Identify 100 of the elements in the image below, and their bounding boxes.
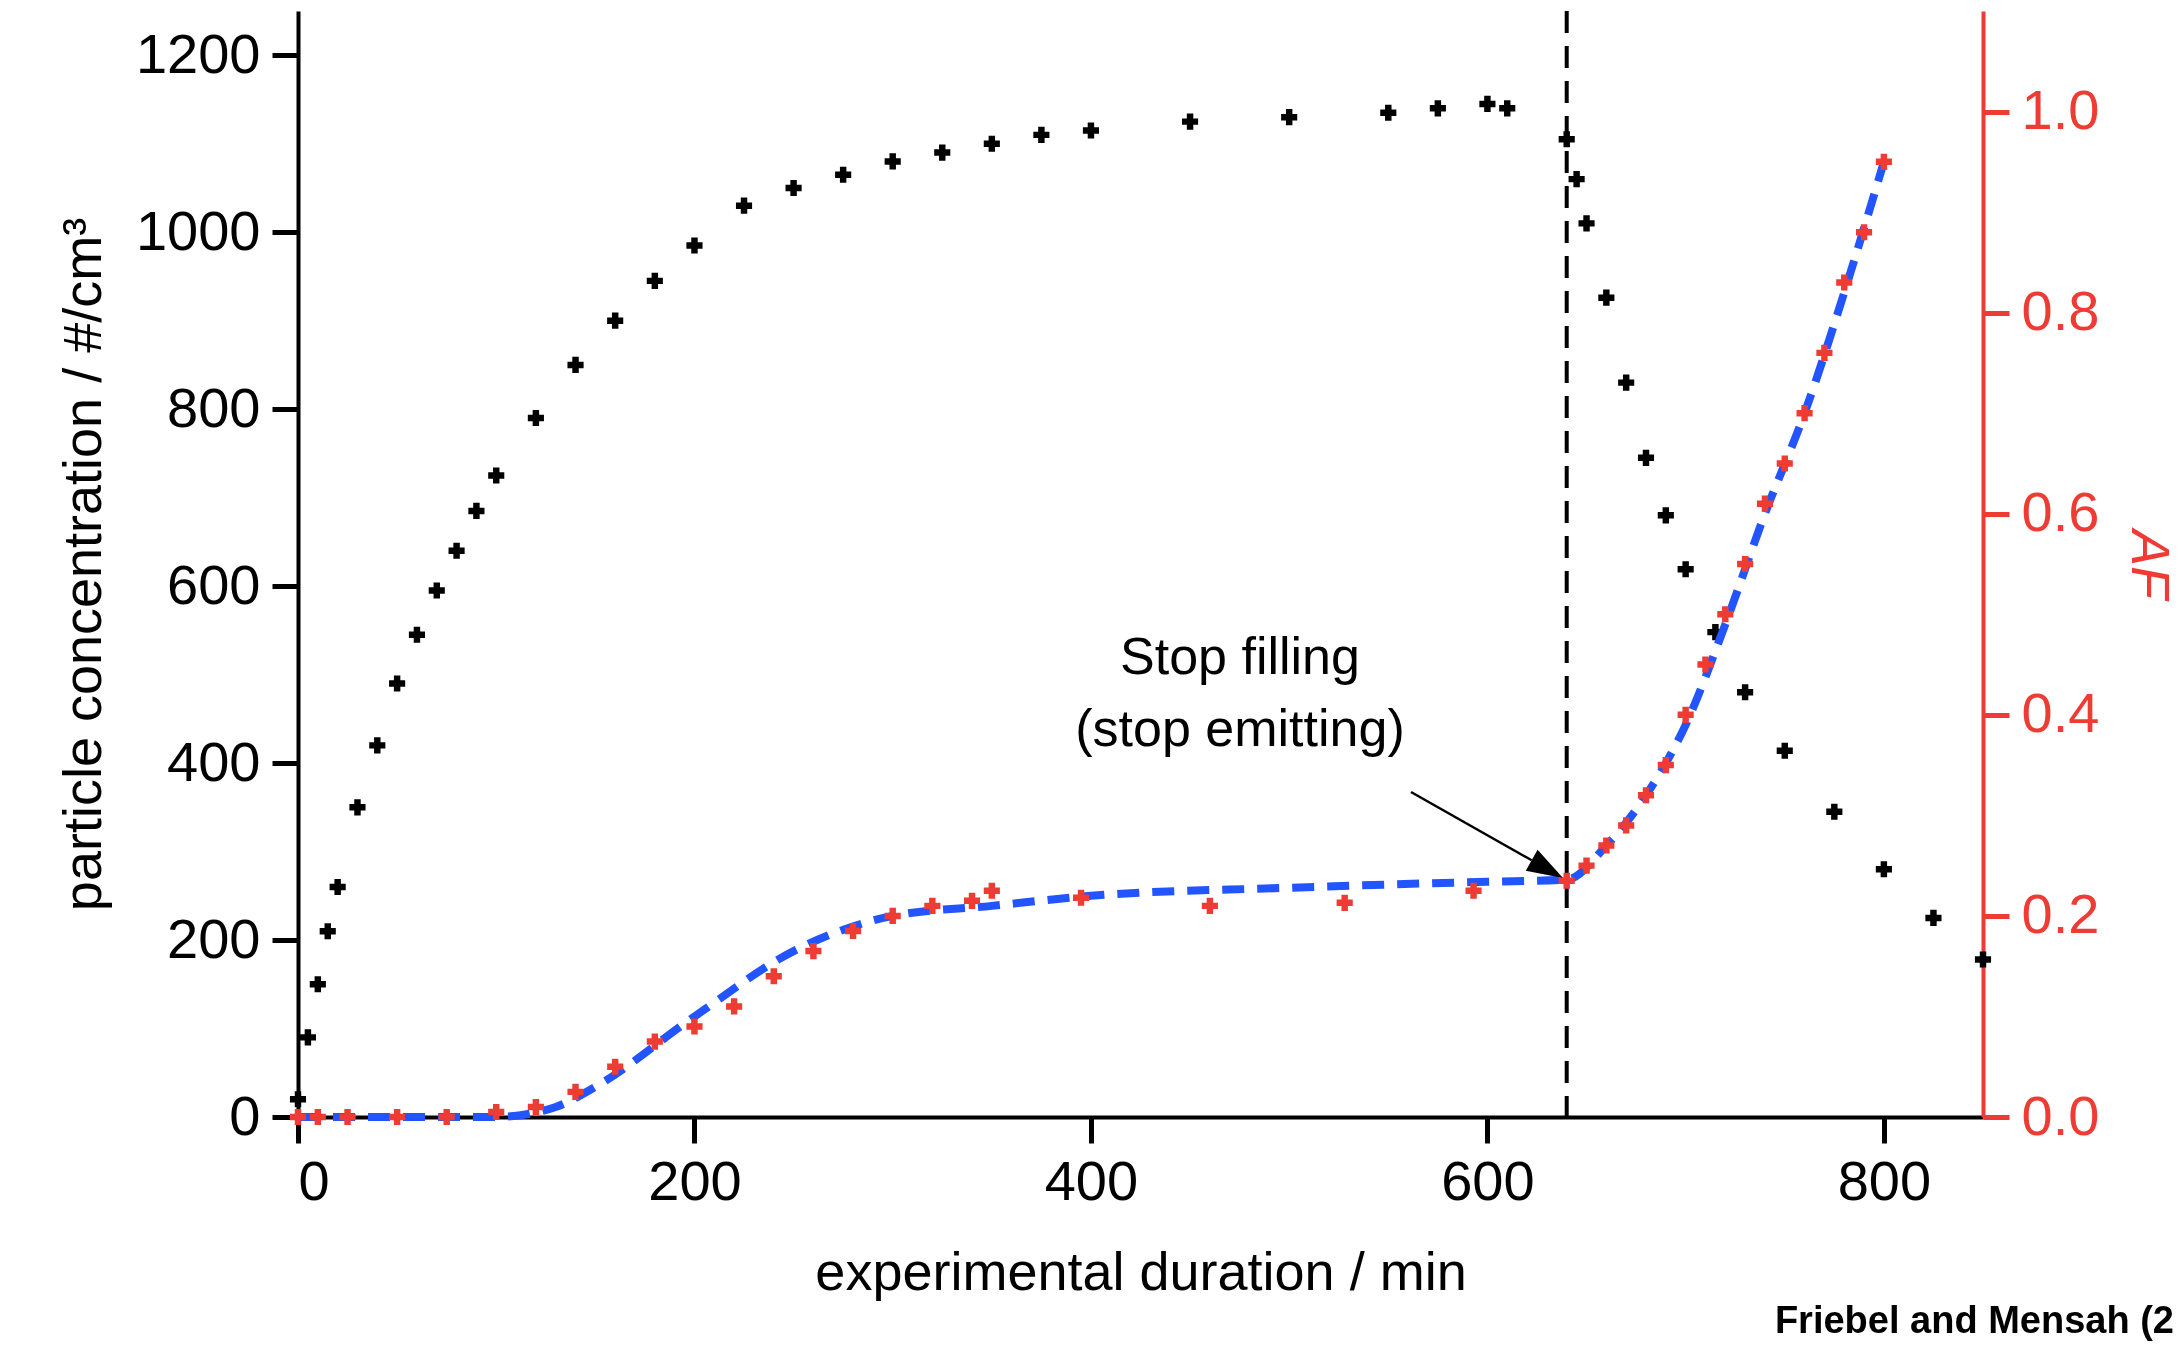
x-tick-label: 200 xyxy=(648,1148,742,1212)
point xyxy=(983,882,1000,899)
point xyxy=(1756,495,1773,512)
point xyxy=(934,144,951,161)
point xyxy=(1598,289,1615,306)
point xyxy=(299,1029,316,1046)
point xyxy=(1429,100,1446,117)
point xyxy=(1677,561,1694,578)
point xyxy=(1578,215,1595,232)
point xyxy=(309,1108,326,1126)
point xyxy=(1082,122,1099,139)
point xyxy=(1558,872,1575,889)
y-tick-label: 800 xyxy=(167,375,261,439)
point xyxy=(835,166,852,183)
point xyxy=(1856,224,1873,241)
x-axis-title: experimental duration / min xyxy=(815,1240,1467,1301)
point xyxy=(1776,455,1793,472)
point xyxy=(1336,894,1353,911)
point xyxy=(607,312,624,329)
x-tick-label: 400 xyxy=(1044,1148,1139,1212)
point xyxy=(1974,951,1992,968)
point xyxy=(1836,274,1853,291)
point xyxy=(1796,405,1813,422)
point xyxy=(1479,95,1496,112)
y-tick-label: 600 xyxy=(167,552,261,616)
point xyxy=(448,542,465,559)
text: Friebel and Mensah (2 xyxy=(1774,1299,2174,1342)
point xyxy=(1826,803,1843,820)
point xyxy=(1568,171,1585,188)
point xyxy=(1033,126,1050,143)
y2-tick-label: 0.6 xyxy=(2021,480,2100,544)
point xyxy=(408,626,425,643)
point xyxy=(1875,861,1892,878)
point xyxy=(735,197,753,214)
point xyxy=(339,1108,356,1126)
point xyxy=(567,1083,584,1100)
point xyxy=(389,675,406,692)
y2-tick-label: 0.2 xyxy=(2021,882,2100,946)
point xyxy=(1465,882,1482,899)
point xyxy=(845,922,862,940)
y2-tick-label: 1.0 xyxy=(2021,78,2100,142)
point xyxy=(1717,606,1734,623)
point xyxy=(1737,684,1754,701)
point xyxy=(468,502,485,519)
y-tick-label: 200 xyxy=(167,906,261,970)
point xyxy=(1737,555,1754,573)
point xyxy=(1182,113,1199,130)
point xyxy=(1578,857,1595,874)
point xyxy=(1618,374,1635,391)
point xyxy=(884,153,901,170)
point xyxy=(527,409,544,427)
y2-axis-title: AF xyxy=(2121,526,2182,603)
point xyxy=(1618,817,1635,834)
y-tick-label: 1000 xyxy=(135,198,261,262)
point xyxy=(329,878,346,896)
point xyxy=(1925,909,1942,926)
x-tick-label: 800 xyxy=(1837,1148,1932,1212)
point xyxy=(765,968,782,985)
x-tick-label: 0 xyxy=(298,1148,330,1212)
y2-tick-label: 0.0 xyxy=(2021,1083,2100,1147)
y2-tick-label: 0.4 xyxy=(2021,681,2100,745)
point xyxy=(319,923,336,940)
point xyxy=(488,467,505,484)
point xyxy=(1677,706,1694,723)
point xyxy=(1875,153,1892,170)
point xyxy=(1598,837,1615,854)
point xyxy=(646,1033,663,1050)
point xyxy=(963,892,981,909)
point xyxy=(686,1018,703,1035)
point xyxy=(1657,757,1674,774)
point xyxy=(1816,344,1833,361)
point xyxy=(1281,109,1298,126)
point xyxy=(1637,449,1655,466)
point xyxy=(438,1108,455,1126)
point xyxy=(785,179,802,197)
point xyxy=(1499,100,1516,117)
point xyxy=(686,237,703,254)
point xyxy=(1637,787,1655,804)
point xyxy=(309,976,326,993)
y-tick-label: 1200 xyxy=(135,21,261,85)
point xyxy=(369,737,386,754)
point xyxy=(884,907,901,924)
point xyxy=(567,356,584,373)
point xyxy=(289,1091,307,1108)
x-tick-label: 600 xyxy=(1441,1148,1535,1212)
y-tick-label: 0 xyxy=(229,1083,261,1147)
point xyxy=(1697,656,1714,673)
y-tick-label: 400 xyxy=(167,729,261,793)
y-axis-title: particle concentration / #/cm³ xyxy=(51,217,112,912)
point xyxy=(1657,507,1674,524)
point xyxy=(428,582,445,599)
point xyxy=(924,897,941,914)
point xyxy=(527,1098,544,1116)
point xyxy=(1201,897,1218,914)
point xyxy=(389,1108,406,1126)
point xyxy=(983,135,1000,152)
point xyxy=(1072,889,1090,906)
point xyxy=(349,799,366,816)
point xyxy=(1380,104,1397,121)
point xyxy=(646,272,663,289)
